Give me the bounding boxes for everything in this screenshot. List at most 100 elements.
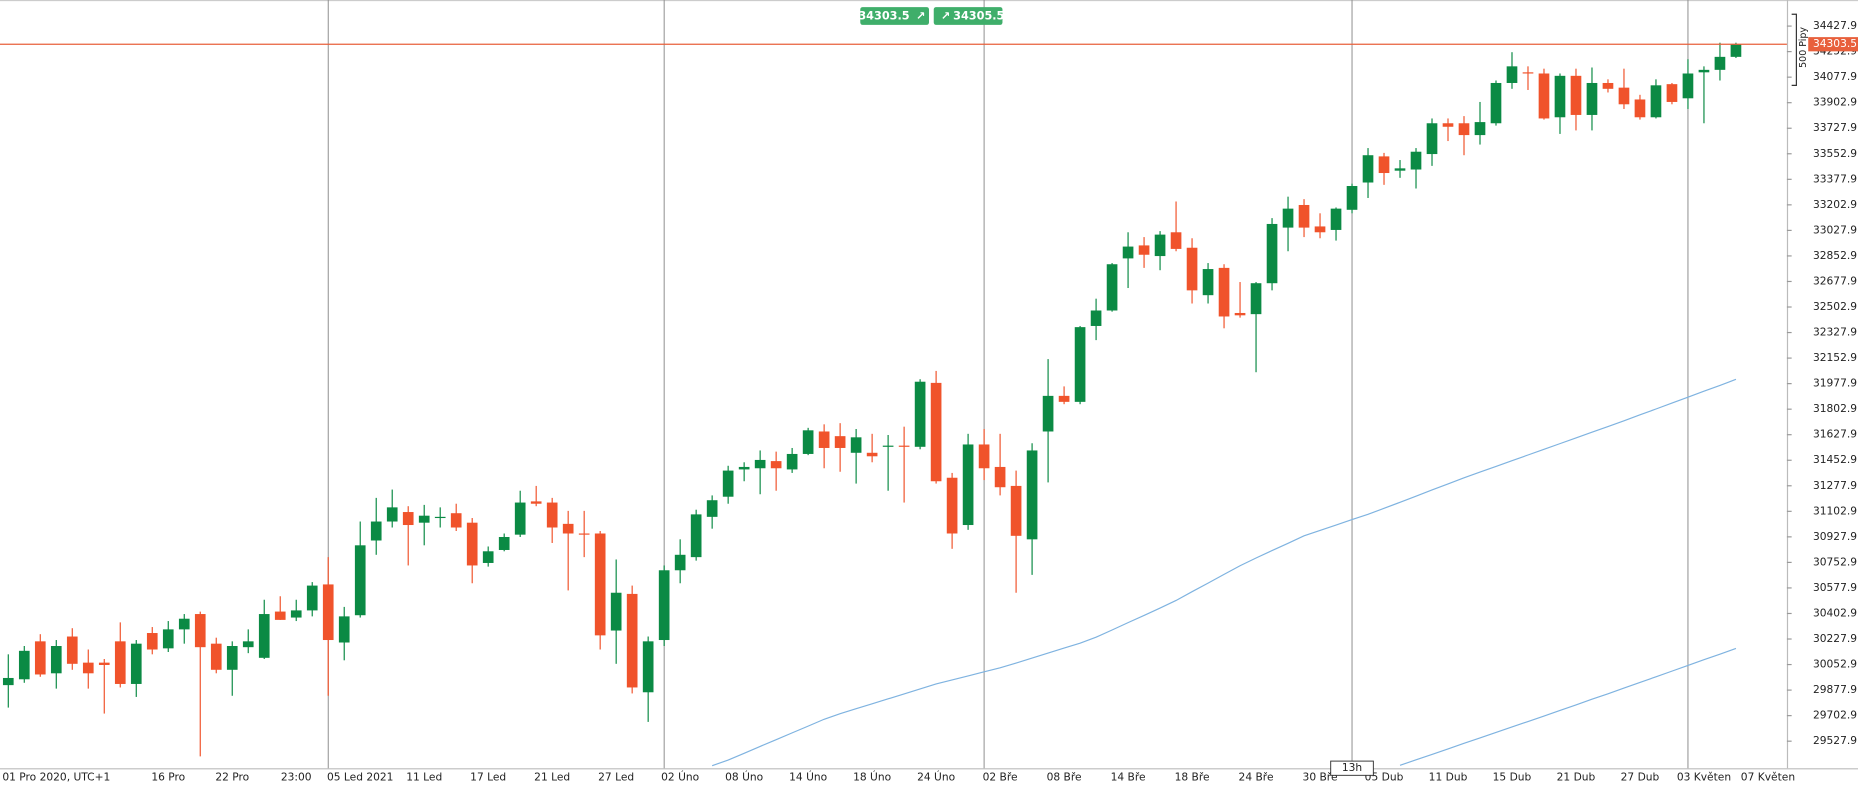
x-tick-label: 21 Dub	[1557, 771, 1596, 784]
x-tick-label: 18 Úno	[853, 771, 891, 784]
candle-body	[1714, 56, 1726, 70]
x-tick-label: 02 Úno	[661, 771, 699, 784]
candle-body	[546, 502, 558, 528]
y-tick-label: 31277.9	[1813, 479, 1857, 492]
candle-body	[1218, 267, 1230, 317]
range-marker: 500 Pipy	[1798, 27, 1809, 68]
candle-body	[290, 610, 302, 618]
candle-body	[210, 643, 222, 670]
candle-body	[1426, 123, 1438, 155]
candle-body	[1458, 123, 1470, 136]
y-tick-label: 32152.9	[1813, 351, 1857, 364]
candle-body	[34, 641, 46, 675]
x-tick-label: 11 Led	[406, 771, 442, 784]
moving-average-line	[1399, 647, 1737, 766]
sell-button[interactable]	[860, 7, 929, 25]
candle-body	[914, 381, 926, 447]
y-tick-label: 34427.9	[1813, 19, 1857, 32]
candle-body	[1154, 234, 1166, 257]
x-tick-label: 14 Bře	[1111, 771, 1146, 784]
candle-body	[1010, 485, 1022, 536]
candle-body	[1522, 72, 1534, 74]
candle-body	[1202, 269, 1214, 296]
candle-body	[402, 512, 414, 526]
y-tick-label: 30927.9	[1813, 530, 1857, 543]
y-tick-label: 32677.9	[1813, 274, 1857, 287]
candle-body	[1346, 186, 1358, 210]
y-tick-label: 32852.9	[1813, 249, 1857, 262]
x-tick-label: 18 Bře	[1175, 771, 1210, 784]
y-tick-label: 33027.9	[1813, 223, 1857, 236]
candle-body	[98, 662, 110, 665]
candle-body	[962, 444, 974, 526]
candle-body	[114, 641, 126, 684]
y-tick-label: 33902.9	[1813, 96, 1857, 109]
candles	[2, 42, 1742, 757]
candle-body	[834, 436, 846, 448]
buy-icon: ↗	[941, 10, 950, 23]
candle-body	[1378, 156, 1390, 174]
y-tick-label: 33377.9	[1813, 172, 1857, 185]
candle-body	[818, 431, 830, 448]
candle-body	[194, 614, 206, 648]
candle-body	[1554, 75, 1566, 118]
buy-button[interactable]	[933, 7, 1003, 25]
candle-body	[434, 516, 446, 519]
candle-body	[866, 452, 878, 457]
candle-body	[482, 551, 494, 563]
range-bracket	[1791, 13, 1797, 86]
x-tick-label: 08 Úno	[725, 771, 763, 784]
candle-body	[1138, 245, 1150, 255]
candle-body	[1490, 82, 1502, 124]
candle-body	[162, 629, 174, 649]
candle-body	[690, 514, 702, 558]
candle-body	[1090, 310, 1102, 326]
candle-body	[898, 445, 910, 447]
y-tick-label: 30052.9	[1813, 658, 1857, 671]
candle-body	[738, 466, 750, 470]
candle-body	[1474, 122, 1486, 136]
candle-body	[386, 507, 398, 522]
price-label: 34303.5	[1813, 37, 1857, 50]
candle-body	[930, 382, 942, 482]
y-tick-label: 33727.9	[1813, 121, 1857, 134]
candle-body	[978, 444, 990, 469]
candle-body	[1266, 223, 1278, 284]
candle-body	[1298, 204, 1310, 228]
candle-body	[50, 646, 62, 674]
candle-body	[1634, 99, 1646, 118]
candle-body	[882, 445, 894, 447]
candle-body	[1074, 327, 1086, 402]
candle-body	[1170, 232, 1182, 249]
candle-body	[1538, 73, 1550, 119]
candle-body	[1314, 226, 1326, 233]
price-label-box	[1808, 37, 1858, 52]
y-tick-label: 31977.9	[1813, 377, 1857, 390]
overlay: 34303.5 ↗ ↗ 34305.5 500 Pipy	[858, 7, 1809, 86]
x-tick-label: 22 Pro	[215, 771, 249, 784]
candle-body	[1410, 151, 1422, 170]
candle-body	[2, 677, 14, 686]
x-tick-label: 11 Dub	[1429, 771, 1468, 784]
x-tick-label: 24 Bře	[1239, 771, 1274, 784]
candle-body	[66, 636, 78, 664]
y-tick-label: 32502.9	[1813, 300, 1857, 313]
candle-body	[498, 536, 510, 550]
y-tick-label: 29702.9	[1813, 709, 1857, 722]
candle-body	[1650, 85, 1662, 118]
y-tick-label: 33202.9	[1813, 198, 1857, 211]
candle-body	[1250, 283, 1262, 315]
candle-body	[306, 585, 318, 611]
candle-body	[1602, 82, 1614, 89]
candle-body	[674, 554, 686, 571]
candle-body	[626, 593, 638, 688]
candle-body	[1234, 312, 1246, 316]
candle-body	[1666, 84, 1678, 102]
buy-price: 34305.5	[953, 10, 1004, 23]
candle-body	[1362, 155, 1374, 183]
x-tick-label: 27 Dub	[1621, 771, 1660, 784]
x-tick-label: 05 Dub	[1365, 771, 1404, 784]
candle-body	[242, 641, 254, 648]
candle-body	[1394, 168, 1406, 171]
y-tick-label: 31102.9	[1813, 504, 1857, 517]
